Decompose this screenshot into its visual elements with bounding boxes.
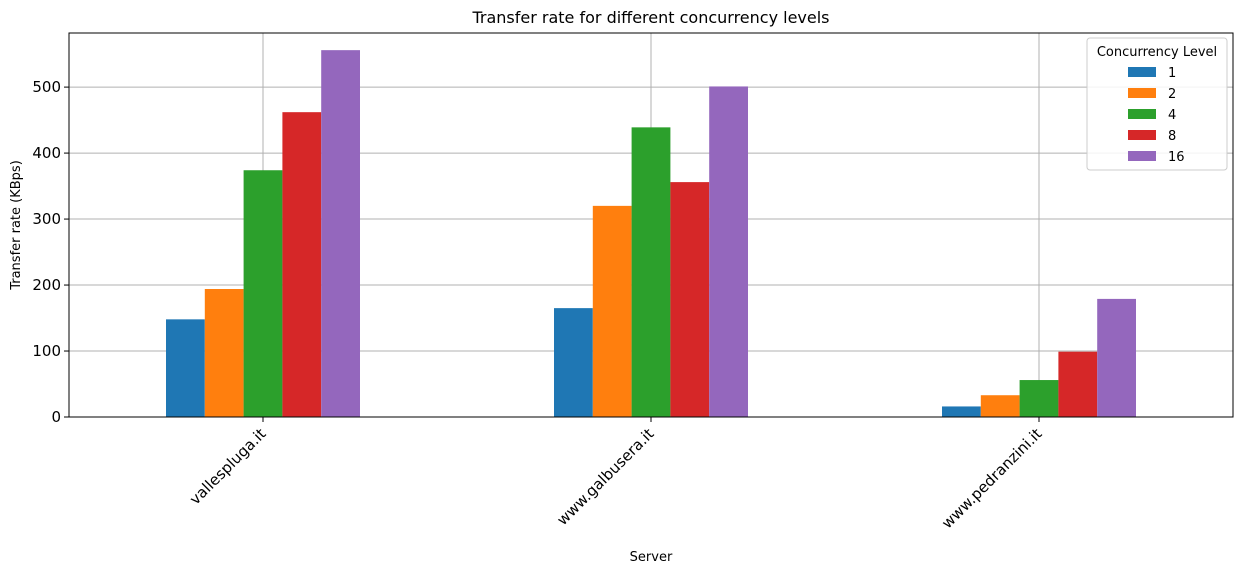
legend-label-1: 1 xyxy=(1168,66,1176,81)
x-tick-label: www.galbusera.it xyxy=(553,425,657,529)
legend-label-4: 4 xyxy=(1168,108,1176,123)
bar-4-0 xyxy=(243,170,283,417)
x-tick-label: www.pedranzini.it xyxy=(938,425,1045,532)
bar-4-2 xyxy=(1019,380,1059,417)
bar-16-1 xyxy=(709,86,748,417)
legend-label-8: 8 xyxy=(1168,129,1176,144)
y-axis-label: Transfer rate (KBps) xyxy=(9,160,24,291)
y-tick-label: 100 xyxy=(32,342,61,360)
legend-label-2: 2 xyxy=(1168,87,1176,102)
chart-title: Transfer rate for different concurrency … xyxy=(471,8,829,27)
x-axis-label: Server xyxy=(630,550,673,565)
y-tick-label: 400 xyxy=(32,144,61,162)
bar-4-1 xyxy=(631,127,671,417)
legend-swatch-4 xyxy=(1128,109,1156,119)
bar-16-0 xyxy=(321,50,360,418)
y-tick-label: 0 xyxy=(51,408,61,426)
bar-16-2 xyxy=(1097,298,1136,417)
legend-title: Concurrency Level xyxy=(1097,45,1217,60)
y-tick-label: 300 xyxy=(32,210,61,228)
legend-swatch-8 xyxy=(1128,130,1156,140)
bar-8-0 xyxy=(282,112,322,417)
legend: Concurrency Level 1 2 4 8 16 xyxy=(1086,37,1228,171)
legend-swatch-2 xyxy=(1128,88,1156,98)
bar-1-0 xyxy=(166,319,205,417)
legend-box xyxy=(1086,37,1228,171)
bar-2-2 xyxy=(980,395,1020,417)
bars xyxy=(166,50,1136,418)
bar-2-1 xyxy=(592,205,632,417)
y-tick-label: 500 xyxy=(32,78,61,96)
legend-swatch-1 xyxy=(1128,67,1156,77)
bar-2-0 xyxy=(204,289,244,417)
bar-1-1 xyxy=(554,308,593,417)
legend-label-16: 16 xyxy=(1168,150,1185,165)
bar-1-2 xyxy=(942,406,981,417)
bar-8-2 xyxy=(1058,351,1098,417)
x-tick-label: vallespluga.it xyxy=(186,425,270,509)
legend-swatch-16 xyxy=(1128,151,1156,161)
y-tick-label: 200 xyxy=(32,276,61,294)
bar-8-1 xyxy=(670,182,710,417)
y-axis-ticks: 0 100 200 300 400 500 xyxy=(32,78,69,426)
x-axis-ticks: vallespluga.it www.galbusera.it www.pedran… xyxy=(186,417,1046,532)
